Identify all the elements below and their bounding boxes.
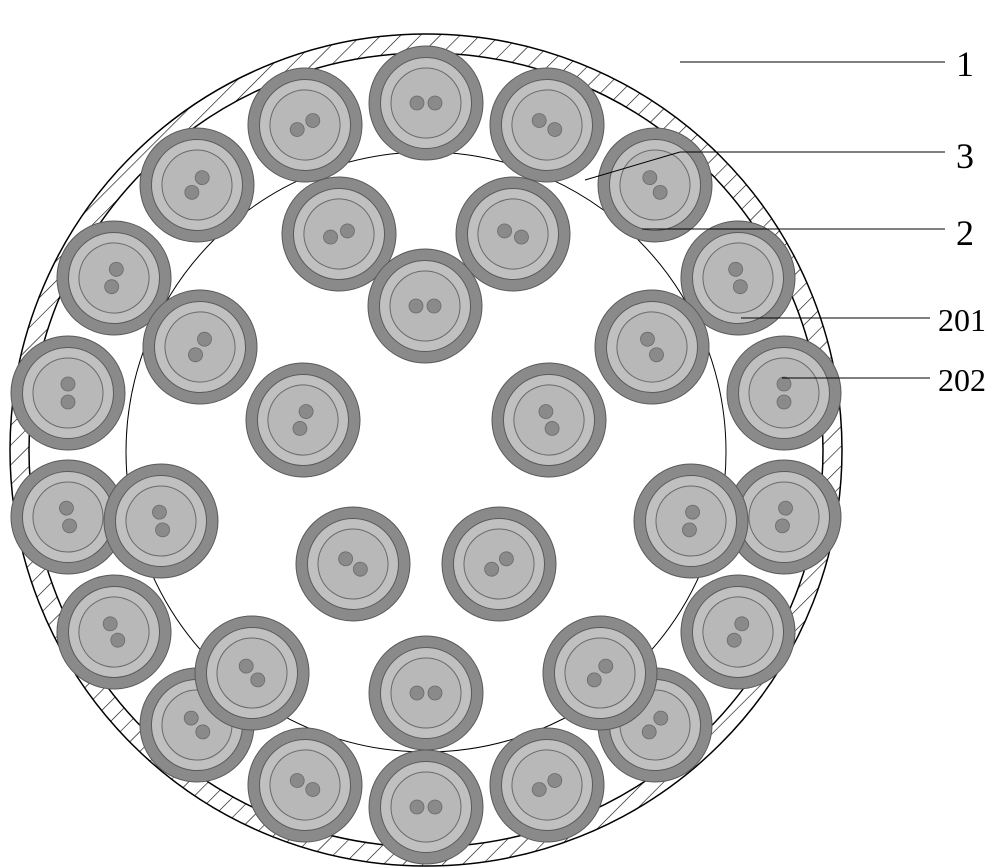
conductor-disc <box>727 336 841 450</box>
callout-label: 202 <box>938 362 986 399</box>
disc-inner <box>391 772 461 842</box>
conductor-disc <box>369 636 483 750</box>
conductor-disc <box>368 249 482 363</box>
callout-label: 201 <box>938 302 986 339</box>
disc-inner <box>33 358 103 428</box>
disc-core-dot <box>777 377 791 391</box>
conductor-disc <box>369 46 483 160</box>
callout-label: 3 <box>956 135 974 177</box>
conductor-disc <box>369 750 483 864</box>
disc-core-dot <box>427 299 441 313</box>
disc-inner <box>391 68 461 138</box>
disc-core-dot <box>410 686 424 700</box>
disc-core-dot <box>410 96 424 110</box>
callout-label: 1 <box>956 43 974 85</box>
disc-core-dot <box>428 96 442 110</box>
callout-label: 2 <box>956 212 974 254</box>
disc-core-dot <box>61 395 75 409</box>
conductor-disc <box>11 336 125 450</box>
disc-core-dot <box>409 299 423 313</box>
disc-core-dot <box>428 800 442 814</box>
disc-inner <box>390 271 460 341</box>
disc-core-dot <box>428 686 442 700</box>
disc-inner <box>391 658 461 728</box>
disc-core-dot <box>777 395 791 409</box>
diagram-svg <box>0 0 1000 867</box>
disc-core-dot <box>61 377 75 391</box>
cable-cross-section-diagram <box>0 0 1000 867</box>
disc-core-dot <box>410 800 424 814</box>
disc-inner <box>749 358 819 428</box>
